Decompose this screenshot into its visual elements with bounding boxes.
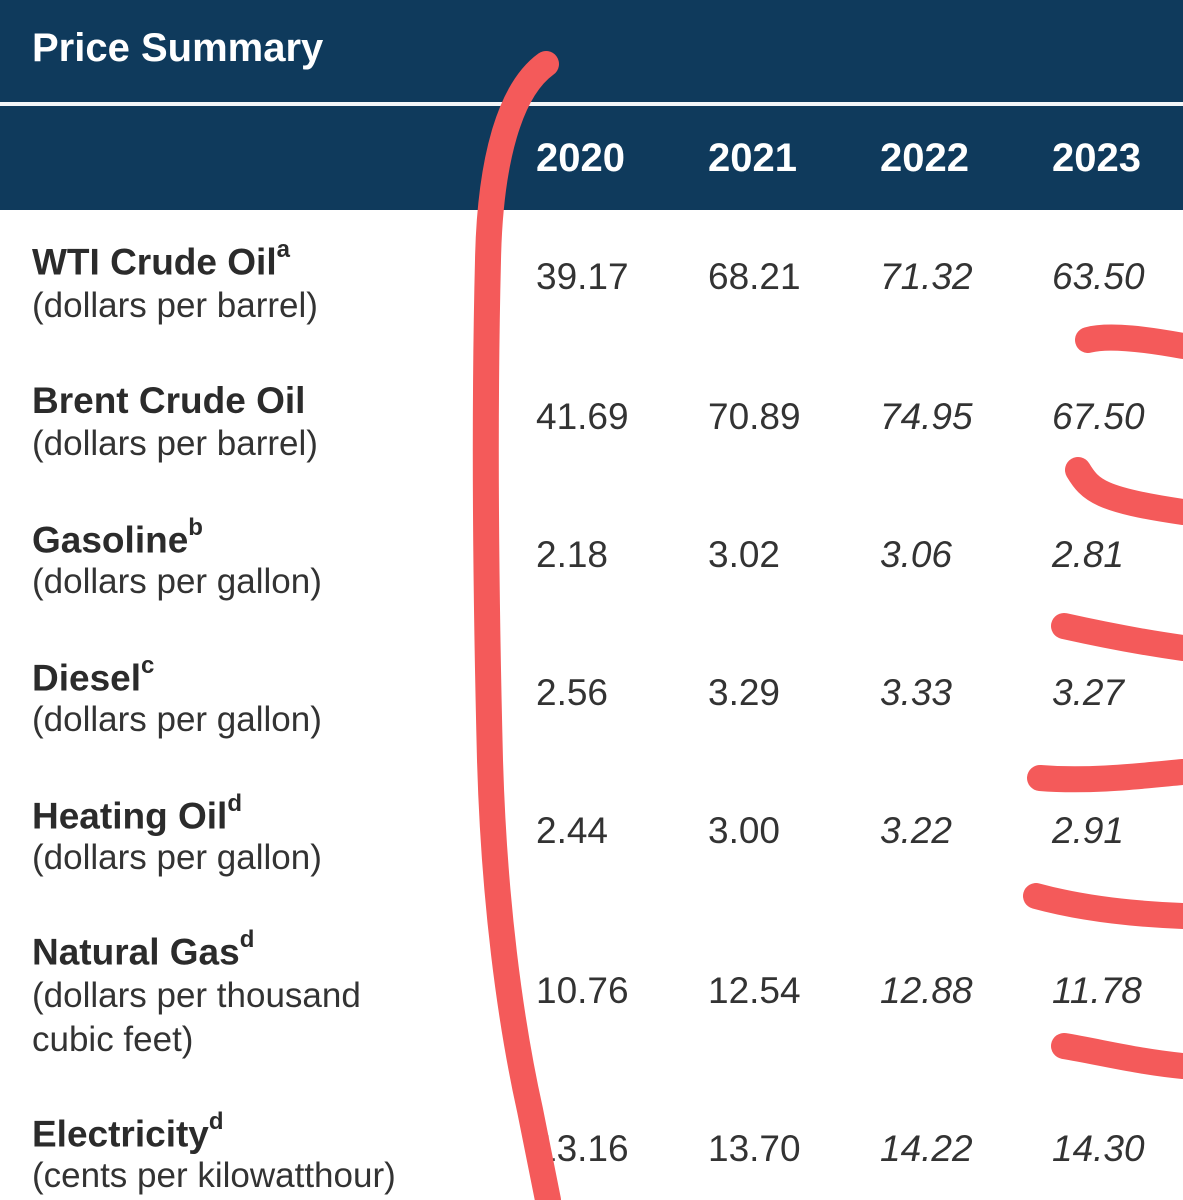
row-unit: (dollars per gallon): [32, 562, 322, 601]
table-cell: 2.81: [1052, 534, 1125, 575]
column-header-2022: 2022: [880, 136, 969, 180]
row-label: WTI Crude Oila: [32, 236, 290, 283]
header-separator: [0, 102, 1183, 106]
table-cell: 3.06: [880, 534, 953, 575]
table-cell: 14.22: [880, 1128, 973, 1169]
table-cell: 2.91: [1052, 810, 1125, 851]
row-unit: (dollars per gallon): [32, 700, 322, 739]
table-cell: 3.29: [708, 672, 781, 713]
column-header-2021: 2021: [708, 136, 797, 180]
row-unit-line-2: cubic feet): [32, 1020, 194, 1059]
row-unit: (cents per kilowatthour): [32, 1156, 396, 1195]
table-title: Price Summary: [32, 26, 324, 70]
row-label: Brent Crude Oil: [32, 380, 306, 421]
annotation-underline-6: [1051, 1033, 1183, 1079]
row-unit: (dollars per gallon): [32, 838, 322, 877]
row-label: Heating Oild: [32, 790, 242, 837]
table-title-bar: Price Summary: [0, 0, 1183, 102]
table-cell: 3.22: [880, 810, 953, 851]
table-cell: 70.89: [708, 396, 801, 437]
row-label: Gasolineb: [32, 514, 203, 561]
annotation-vertical-stroke: [472, 51, 561, 1200]
annotation-underline-4: [1027, 759, 1183, 793]
table-cell: 10.76: [536, 970, 629, 1011]
table-cell: 63.50: [1052, 256, 1145, 297]
table-cell: 3.02: [708, 534, 781, 575]
table-cell: 3.33: [880, 672, 953, 713]
table-header-row: 2020 2021 2022 2023: [0, 106, 1183, 210]
table-cell: 14.30: [1052, 1128, 1145, 1169]
row-label: Natural Gasd: [32, 926, 255, 973]
table-cell: 71.32: [880, 256, 973, 297]
table-cell: 13.16: [536, 1128, 629, 1169]
row-unit: (dollars per barrel): [32, 286, 318, 325]
table-cell: 2.44: [536, 810, 609, 851]
row-label: Electricityd: [32, 1108, 224, 1155]
table-cell: 41.69: [536, 396, 629, 437]
table-cell: 39.17: [536, 256, 629, 297]
table-cell: 3.27: [1052, 672, 1125, 713]
table-cell: 2.18: [536, 534, 609, 575]
table-cell: 12.54: [708, 970, 801, 1011]
annotation-underline-1: [1075, 324, 1183, 359]
row-unit-line-1: (dollars per thousand: [32, 976, 361, 1015]
table-cell: 2.56: [536, 672, 609, 713]
annotation-underline-5: [1023, 883, 1183, 929]
annotation-underline-2: [1065, 457, 1183, 525]
table-cell: 74.95: [880, 396, 973, 437]
annotation-underline-3: [1051, 613, 1183, 661]
table-cell: 68.21: [708, 256, 801, 297]
table-cell: 13.70: [708, 1128, 801, 1169]
table-cell: 3.00: [708, 810, 781, 851]
column-header-2020: 2020: [536, 136, 625, 180]
table-cell: 12.88: [880, 970, 973, 1011]
row-label: Dieselc: [32, 652, 155, 699]
row-unit: (dollars per barrel): [32, 424, 318, 463]
table-cell: 11.78: [1052, 970, 1142, 1011]
table-cell: 67.50: [1052, 396, 1145, 437]
column-header-2023: 2023: [1052, 136, 1141, 180]
